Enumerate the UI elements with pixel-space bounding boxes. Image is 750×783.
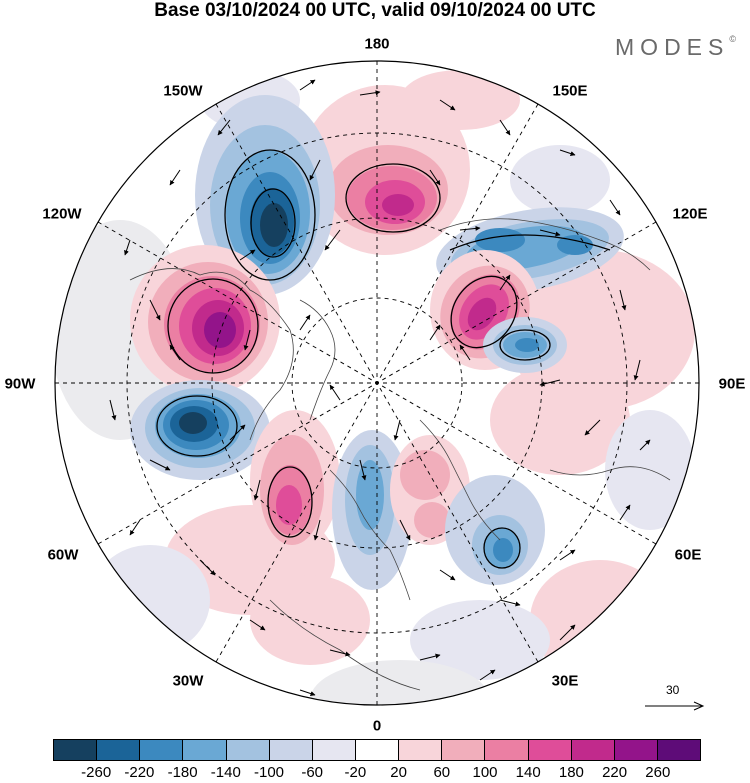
colorbar-tick-label: 140 bbox=[515, 764, 541, 781]
colorbar-swatch bbox=[657, 740, 701, 760]
brand-name: MODES bbox=[615, 34, 730, 60]
colorbar-tick-label: -220 bbox=[124, 764, 155, 781]
colorbar-swatch bbox=[54, 740, 98, 760]
anomaly-field bbox=[55, 70, 695, 705]
colorbar-swatch bbox=[226, 740, 270, 760]
wind-vectors bbox=[109, 79, 651, 696]
colorbar-swatch bbox=[183, 740, 227, 760]
colorbar-swatch bbox=[97, 740, 141, 760]
lon-label-180: 180 bbox=[364, 35, 390, 53]
colorbar-tick-labels: -260 -220 -180 -140 -100 -60 -20 20 60 100 140 180 2… bbox=[53, 764, 701, 783]
brand-logo: MODES© bbox=[615, 34, 736, 61]
map-boundary bbox=[54, 60, 700, 706]
colorbar-tick-label: 100 bbox=[472, 764, 498, 781]
colorbar-tick-label: 20 bbox=[390, 764, 407, 781]
colorbar-swatch bbox=[442, 740, 486, 760]
colorbar-tick-label: -180 bbox=[167, 764, 198, 781]
colorbar bbox=[53, 739, 701, 761]
colorbar-swatch bbox=[571, 740, 615, 760]
colorbar-tick-label: -100 bbox=[253, 764, 285, 781]
reference-vector-label: 30 bbox=[666, 683, 680, 697]
colorbar-tick-label: -60 bbox=[301, 764, 324, 781]
lon-label-60w: 60W bbox=[47, 546, 79, 564]
lon-label-120w: 120W bbox=[42, 205, 82, 223]
colorbar-swatch bbox=[614, 740, 658, 760]
colorbar-tick-label: -140 bbox=[210, 764, 241, 781]
colorbar-tick-label: 220 bbox=[602, 764, 628, 781]
colorbar-swatch bbox=[355, 740, 400, 760]
lon-label-90w: 90W bbox=[4, 375, 36, 393]
colorbar-swatch bbox=[528, 740, 572, 760]
copyright-mark: © bbox=[729, 34, 736, 44]
lon-label-30e: 30E bbox=[551, 672, 579, 690]
page-title: Base 03/10/2024 00 UTC, valid 09/10/2024… bbox=[154, 0, 596, 21]
colorbar-tick-label: 60 bbox=[433, 764, 451, 781]
lon-label-30w: 30W bbox=[172, 672, 204, 690]
colorbar-tick-label: -260 bbox=[81, 764, 112, 781]
lon-label-90e: 90E bbox=[718, 375, 746, 393]
colorbar-swatch bbox=[269, 740, 313, 760]
colorbar-swatch bbox=[140, 740, 184, 760]
colorbar-tick-label: -20 bbox=[344, 764, 367, 781]
colorbar-swatch bbox=[312, 740, 356, 760]
lon-label-150w: 150W bbox=[163, 82, 203, 100]
lon-label-120e: 120E bbox=[672, 205, 708, 223]
colorbar-swatch bbox=[399, 740, 443, 760]
reference-vector-arrow bbox=[645, 701, 705, 711]
lon-label-60e: 60E bbox=[674, 546, 702, 564]
colorbar-swatch bbox=[485, 740, 529, 760]
lon-label-150e: 150E bbox=[552, 82, 588, 100]
lon-label-0: 0 bbox=[372, 717, 382, 735]
colorbar-tick-label: 260 bbox=[645, 764, 671, 781]
colorbar-tick-label: 180 bbox=[558, 764, 584, 781]
